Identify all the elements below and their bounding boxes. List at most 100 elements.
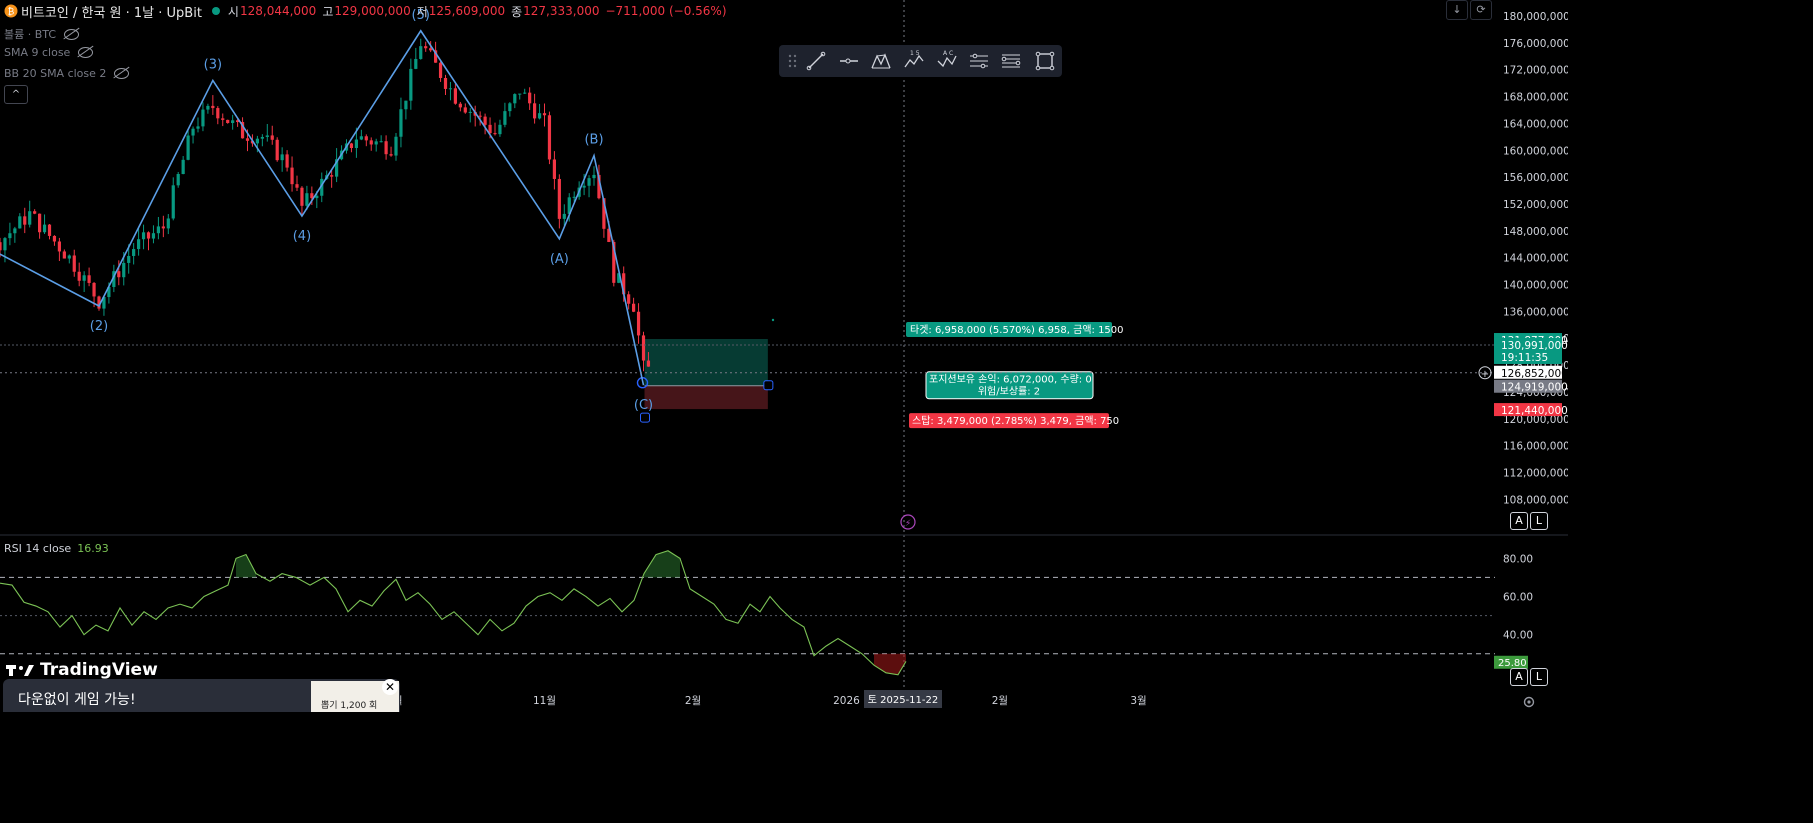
fib-retracement-icon[interactable] bbox=[999, 49, 1023, 73]
ad-thumbnail[interactable]: 뽑기 1,200 회 bbox=[311, 681, 399, 712]
candle-body bbox=[488, 124, 492, 134]
horizontal-ray-icon[interactable] bbox=[837, 49, 861, 73]
indicator-sma[interactable]: SMA 9 close bbox=[4, 46, 94, 59]
pattern-icon[interactable] bbox=[869, 49, 893, 73]
candle-body bbox=[161, 226, 165, 229]
candle-body bbox=[602, 198, 606, 229]
eye-off-icon[interactable] bbox=[114, 68, 130, 79]
candle-body bbox=[552, 159, 556, 179]
rectangle-icon[interactable] bbox=[1033, 49, 1057, 73]
price-tick-label: 168,000,000 bbox=[1503, 92, 1568, 104]
candle-body bbox=[117, 271, 121, 278]
tradingview-logo[interactable]: TradingView bbox=[6, 660, 158, 680]
candle-body bbox=[508, 103, 512, 112]
entry-price-tag-box bbox=[1494, 379, 1562, 393]
candle-body bbox=[612, 241, 616, 283]
indicator-sma-label: SMA 9 close bbox=[4, 46, 71, 59]
elliott-correction-icon[interactable]: A C bbox=[935, 49, 959, 73]
auto-scale-button-rsi[interactable]: A bbox=[1510, 668, 1528, 686]
symbol-title[interactable]: 비트코인 / 한국 원 · 1날 · UpBit bbox=[21, 5, 202, 21]
candle-body bbox=[468, 111, 472, 113]
price-tick-label: 116,000,000 bbox=[1503, 441, 1568, 453]
candle-body bbox=[622, 273, 626, 295]
eye-off-icon[interactable] bbox=[78, 47, 94, 58]
candle-body bbox=[72, 255, 76, 272]
stop-price-tag-text: 121,440,000 bbox=[1501, 405, 1568, 417]
candle-body bbox=[359, 136, 363, 140]
candle-body bbox=[137, 239, 141, 250]
stop-price-tag-box bbox=[1494, 403, 1562, 417]
price-tick-label: 136,000,000 bbox=[1503, 306, 1568, 318]
candle-body bbox=[92, 282, 96, 297]
candle-body bbox=[547, 115, 552, 160]
indicator-bb-label: BB 20 SMA close 2 bbox=[4, 67, 107, 80]
candle-body bbox=[122, 262, 126, 278]
candle-body bbox=[23, 216, 27, 225]
candle-body bbox=[424, 46, 428, 49]
long-position-tool[interactable]: 타겟: 6,958,000 (5.570%) 6,958, 금액: 1500 포지… bbox=[636, 318, 1124, 530]
high-value: 129,000,000 bbox=[334, 4, 411, 18]
rsi-overbought-fill bbox=[644, 550, 680, 578]
candle-body bbox=[641, 335, 646, 361]
drag-handle-icon[interactable] bbox=[781, 49, 805, 73]
candle-body bbox=[211, 105, 215, 109]
price-tick-label: 112,000,000 bbox=[1503, 467, 1568, 479]
log-scale-button[interactable]: L bbox=[1530, 512, 1548, 530]
collapse-indicators-button[interactable]: ^ bbox=[4, 85, 28, 104]
candle-body bbox=[18, 216, 22, 229]
candle-body bbox=[3, 238, 7, 251]
candle-body bbox=[151, 233, 156, 239]
price-tags: 131,877,000130,991,00019:11:35124,919,00… bbox=[0, 333, 1568, 417]
candle-body bbox=[275, 139, 279, 161]
settings-icon[interactable] bbox=[1522, 695, 1536, 709]
ad-close-button[interactable]: ✕ bbox=[382, 679, 398, 695]
candle-body bbox=[567, 197, 571, 214]
candle-body bbox=[102, 297, 106, 309]
logo-text: TradingView bbox=[40, 660, 158, 680]
candle-body bbox=[240, 122, 245, 139]
ad-banner[interactable]: 다운없이 게임 가능! 뽑기 1,200 회 ✕ bbox=[3, 679, 400, 712]
wave-label: (4) bbox=[293, 229, 311, 244]
candle-body bbox=[646, 360, 651, 367]
indicator-bb[interactable]: BB 20 SMA close 2 bbox=[4, 67, 130, 80]
candle-body bbox=[438, 62, 443, 78]
candle-body bbox=[310, 193, 314, 199]
low-value: 125,609,000 bbox=[428, 4, 506, 18]
trend-line-icon[interactable] bbox=[804, 49, 828, 73]
drawing-toolbar: 1 5 A C bbox=[779, 45, 1062, 77]
log-scale-button-rsi[interactable]: L bbox=[1530, 668, 1548, 686]
elliott-waves[interactable]: (2) (3) (4) (5) (A) (B) (C) bbox=[0, 8, 653, 413]
candle-body bbox=[112, 271, 116, 287]
indicator-volume[interactable]: 볼륨 · BTC bbox=[4, 26, 80, 42]
candle-body bbox=[533, 103, 537, 119]
price-axis[interactable]: 180,000,000 176,000,000 172,000,000 168,000… bbox=[1503, 11, 1568, 506]
high-label: 고 bbox=[322, 4, 334, 19]
close-value: 127,333,000 bbox=[523, 4, 600, 18]
candle-body bbox=[617, 273, 621, 283]
open-value: 128,044,000 bbox=[239, 4, 317, 18]
entry-price-tag-text: 124,919,000 bbox=[1501, 382, 1568, 394]
rsi-legend[interactable]: RSI 14 close 16.93 bbox=[4, 542, 109, 555]
position-resize-handle bbox=[763, 380, 774, 391]
candle-body bbox=[607, 228, 611, 242]
candle-body bbox=[42, 224, 47, 233]
candle-body bbox=[206, 105, 210, 110]
candle-body bbox=[330, 175, 334, 177]
candle-body bbox=[389, 154, 393, 156]
candle-body bbox=[127, 255, 131, 263]
rsi-last-tag-box bbox=[1494, 655, 1528, 669]
parallel-channel-icon[interactable] bbox=[967, 49, 991, 73]
auto-scale-button[interactable]: A bbox=[1510, 512, 1528, 530]
elliott-impulse-icon[interactable]: 1 5 bbox=[902, 49, 926, 73]
chart-canvas[interactable]: 타겟: 6,958,000 (5.570%) 6,958, 금액: 1500 포지… bbox=[0, 0, 1568, 712]
candle-body bbox=[67, 255, 71, 259]
ad-text[interactable]: 다운없이 게임 가능! bbox=[18, 692, 136, 708]
target-zone bbox=[644, 339, 768, 386]
reset-button[interactable]: ⟳ bbox=[1470, 0, 1492, 20]
eye-off-icon[interactable] bbox=[64, 28, 80, 40]
download-button[interactable]: ↓ bbox=[1446, 0, 1468, 20]
wave-label: (B) bbox=[584, 133, 603, 148]
time-tick-label: 11월 bbox=[533, 695, 556, 707]
candle-body bbox=[0, 242, 2, 251]
candle-body bbox=[132, 249, 136, 256]
